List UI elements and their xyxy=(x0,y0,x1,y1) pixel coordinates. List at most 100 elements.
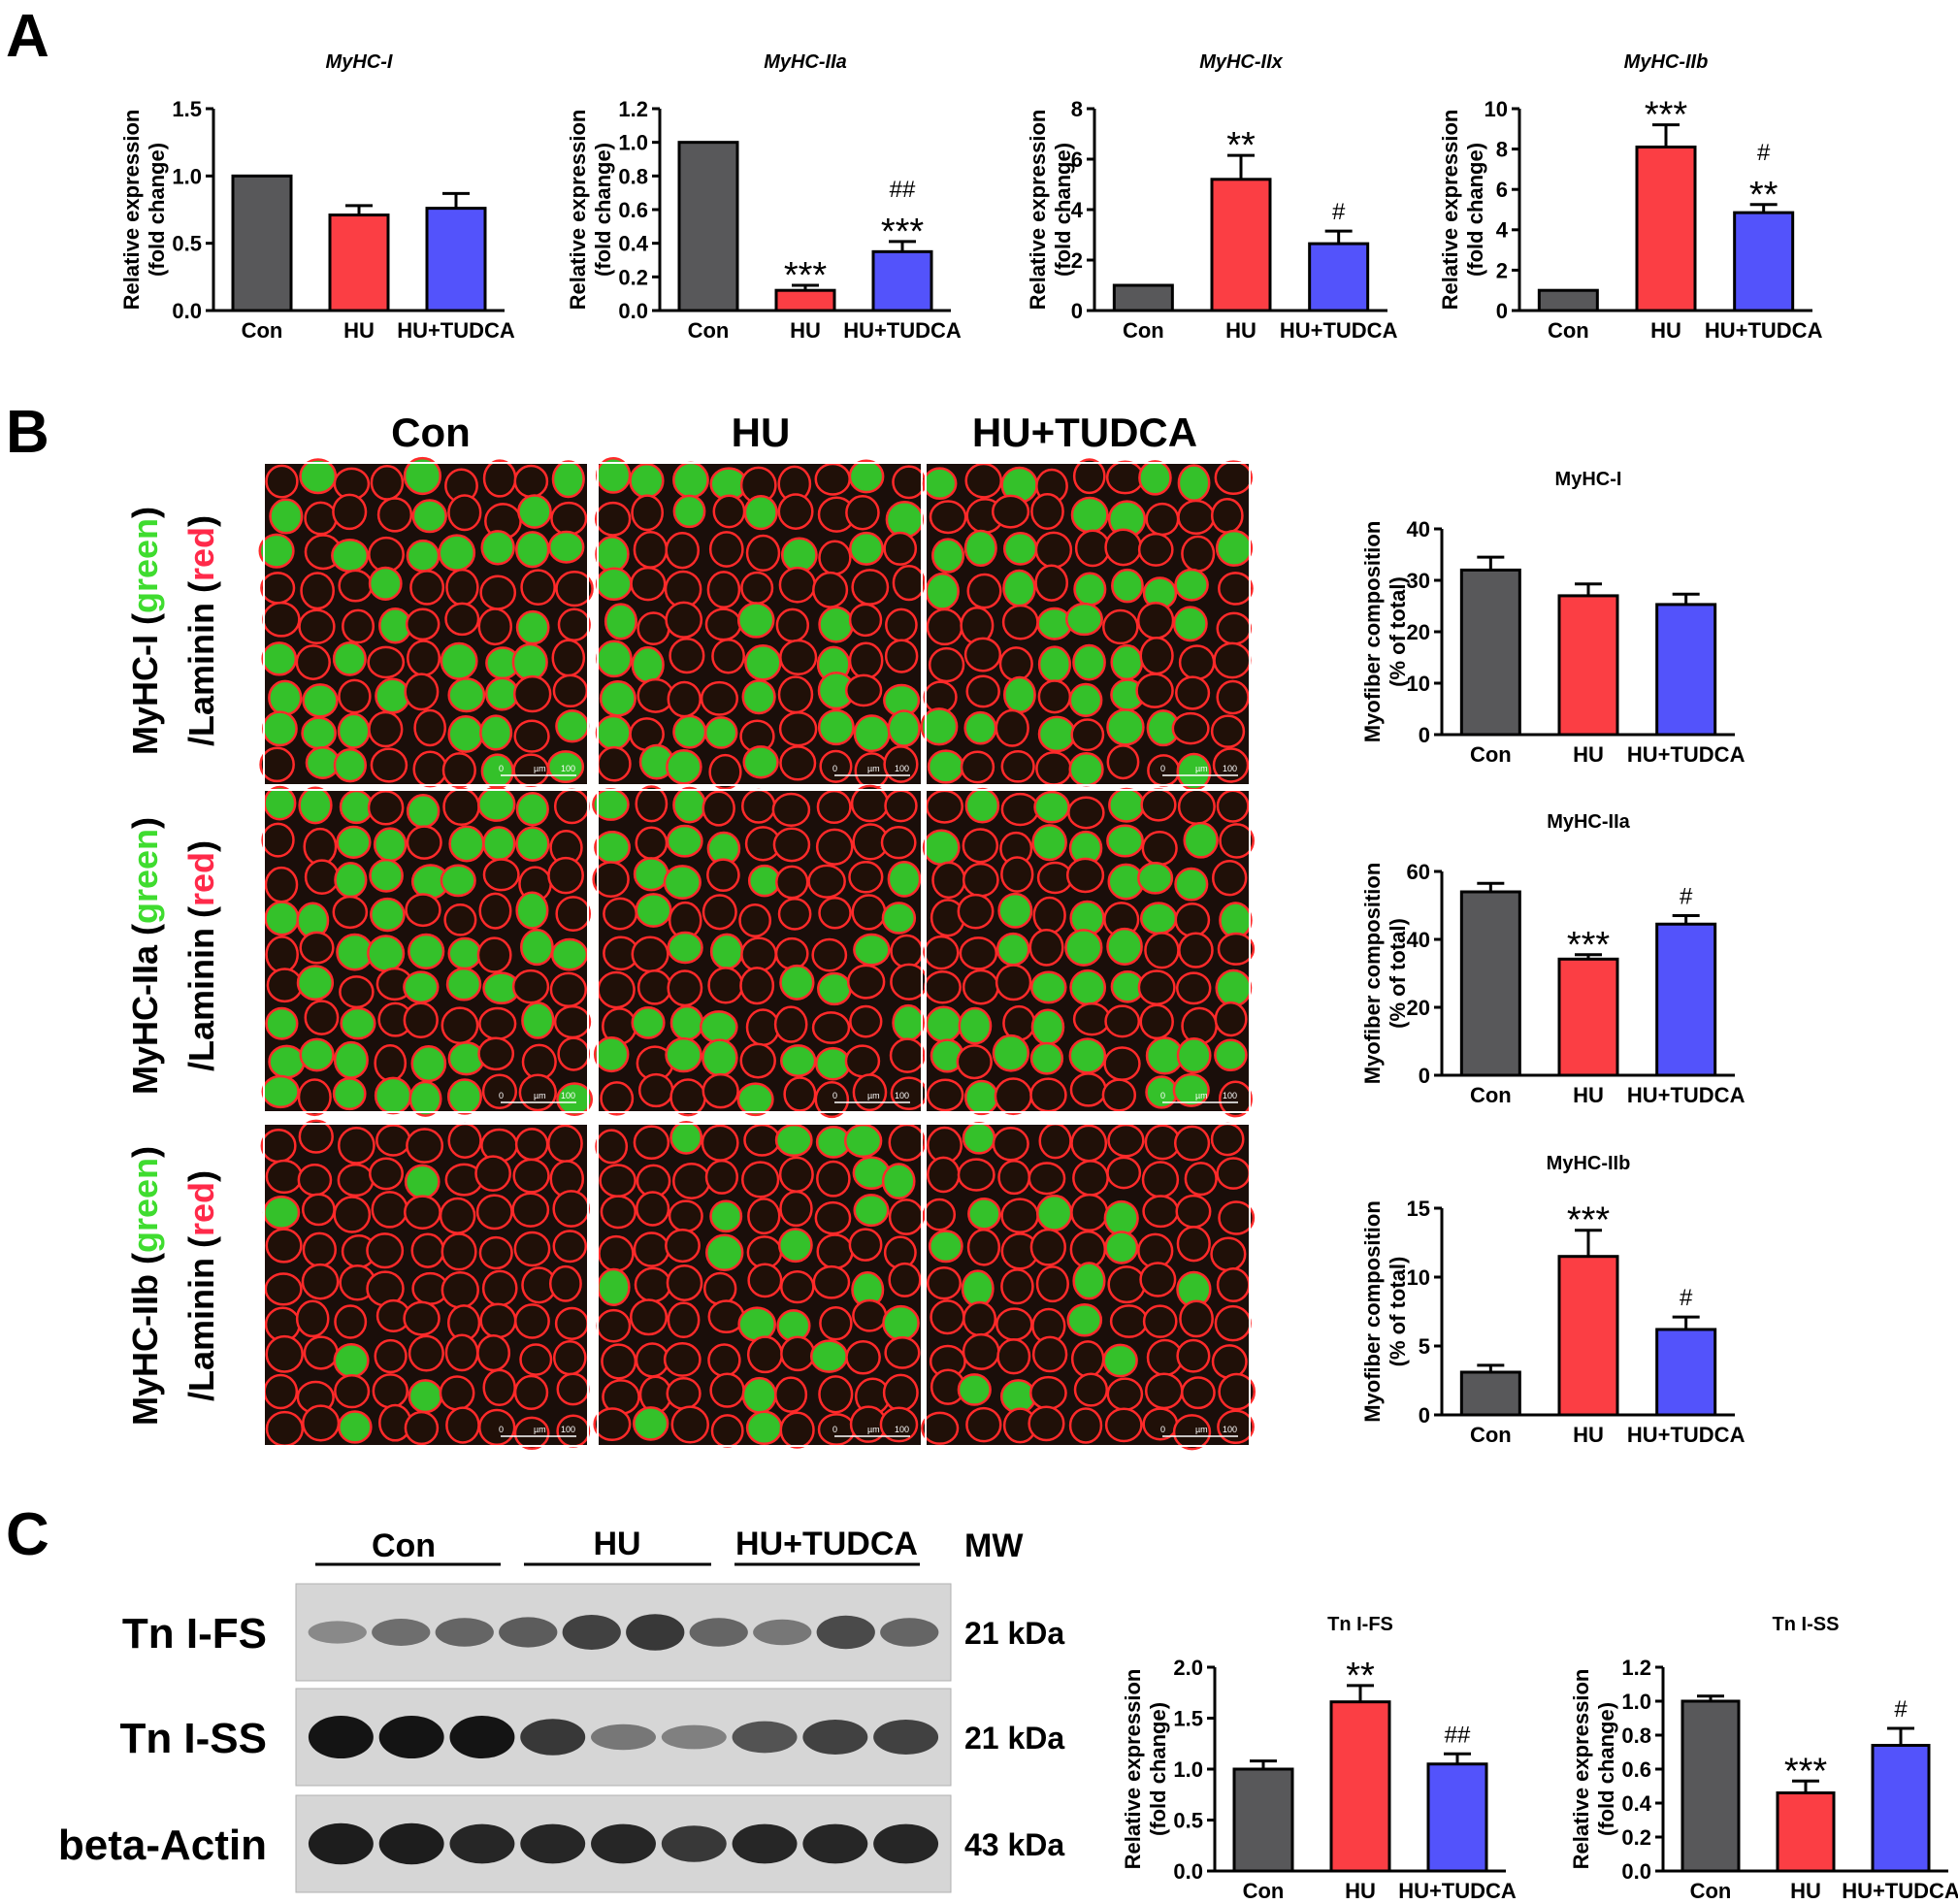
chart-title: Tn I-SS xyxy=(1773,1614,1840,1635)
blot-band xyxy=(308,1822,374,1865)
unstained-fiber xyxy=(475,1194,513,1231)
significance-mark: ** xyxy=(1346,1656,1375,1696)
stained-fiber xyxy=(1069,968,1107,1006)
unstained-fiber xyxy=(1038,1123,1072,1160)
stained-fiber xyxy=(403,970,440,1004)
unstained-fiber xyxy=(302,1404,341,1442)
unstained-fiber xyxy=(404,1410,440,1446)
stained-fiber xyxy=(408,1080,442,1117)
unstained-fiber xyxy=(995,708,1029,747)
unstained-fiber xyxy=(962,862,999,898)
y-tick-label: 0.2 xyxy=(618,265,648,289)
y-tick-label: 0.8 xyxy=(1621,1723,1651,1748)
unstained-fiber xyxy=(633,1231,670,1267)
x-tick-label: Con xyxy=(1243,1879,1285,1903)
stained-fiber xyxy=(410,1044,447,1083)
scale-bar-zero: 0 xyxy=(832,1091,837,1100)
chart-myhc-i-expression: MyHC-I 0.0 0.5 1.0 1.5 Relative expression (fo… xyxy=(119,51,515,343)
unstained-fiber xyxy=(1219,823,1255,859)
stained-fiber xyxy=(298,786,333,825)
scale-bar-unit: µm xyxy=(867,1091,880,1100)
micrograph-grid: 0 µm 100 0 µm 100 0 µm 100 0 µm 100 0 µm 100 0 µm 100 0 µm 1… xyxy=(258,456,1256,1451)
stained-fiber xyxy=(440,641,478,680)
unstained-fiber xyxy=(956,1044,993,1080)
unstained-fiber xyxy=(264,866,299,903)
stained-fiber xyxy=(703,716,738,749)
chart-title: MyHC-IIb xyxy=(1547,1153,1631,1174)
unstained-fiber xyxy=(478,1235,513,1270)
chart-myhc-iib-expression: MyHC-IIb 0 2 4 6 8 10 Relative expression (fold … xyxy=(1438,51,1823,343)
unstained-fiber xyxy=(367,790,405,826)
stained-fiber xyxy=(843,1123,883,1159)
unstained-fiber xyxy=(965,1406,1002,1443)
chart-title: MyHC-IIa xyxy=(764,51,847,73)
unstained-fiber xyxy=(445,1406,480,1444)
unstained-fiber xyxy=(1179,1299,1214,1338)
unstained-fiber xyxy=(1184,1162,1218,1197)
unstained-fiber xyxy=(636,611,670,646)
stained-fiber xyxy=(515,791,549,827)
unstained-fiber xyxy=(845,495,880,531)
stained-fiber xyxy=(995,932,1030,967)
unstained-fiber xyxy=(773,1005,808,1043)
stained-fiber xyxy=(1174,867,1209,902)
unstained-fiber xyxy=(923,1198,957,1231)
unstained-fiber xyxy=(599,1164,636,1198)
unstained-fiber xyxy=(265,464,299,499)
unstained-fiber xyxy=(404,1195,441,1230)
unstained-fiber xyxy=(884,639,919,673)
micrograph-column-headers: Con HU HU+TUDCA xyxy=(391,410,1197,455)
unstained-fiber xyxy=(403,1300,441,1336)
unstained-fiber xyxy=(814,1080,850,1119)
x-tick-label: HU xyxy=(1650,318,1681,343)
unstained-fiber xyxy=(477,607,512,646)
stained-fiber xyxy=(1068,751,1104,787)
unstained-fiber xyxy=(445,568,479,607)
blot-mw-label: 43 kDa xyxy=(964,1827,1064,1862)
stained-fiber xyxy=(631,645,665,684)
unstained-fiber xyxy=(369,1157,405,1191)
stained-fiber xyxy=(339,789,374,825)
y-tick-label: 0.4 xyxy=(1621,1791,1651,1816)
blot-mw-label: 21 kDa xyxy=(964,1721,1064,1756)
stained-fiber xyxy=(992,1034,1030,1072)
unstained-fiber xyxy=(374,1338,408,1374)
scale-bar-end: 100 xyxy=(561,1091,575,1100)
unstained-fiber xyxy=(812,571,849,608)
unstained-fiber xyxy=(444,1333,479,1372)
blot-band xyxy=(378,1822,444,1865)
stained-fiber xyxy=(665,1036,702,1073)
x-tick-label: Con xyxy=(1470,1083,1512,1107)
unstained-fiber xyxy=(1216,611,1253,645)
stained-fiber xyxy=(1174,568,1209,602)
bar-con xyxy=(677,141,739,312)
stained-fiber xyxy=(299,1037,335,1072)
unstained-fiber xyxy=(995,1307,1033,1341)
x-tick-label: Con xyxy=(1548,318,1589,343)
unstained-fiber xyxy=(301,1263,340,1300)
stained-fiber xyxy=(262,710,298,747)
stained-fiber xyxy=(1068,1037,1107,1074)
stained-fiber xyxy=(476,786,516,822)
stained-fiber xyxy=(709,933,744,970)
unstained-fiber xyxy=(598,1234,635,1272)
stained-fiber xyxy=(268,679,303,716)
unstained-fiber xyxy=(884,789,918,823)
unstained-fiber xyxy=(552,673,589,708)
unstained-fiber xyxy=(1135,673,1174,708)
unstained-fiber xyxy=(375,1124,411,1157)
stained-fiber xyxy=(1104,1231,1139,1264)
significance-mark: # xyxy=(1680,884,1693,910)
unstained-fiber xyxy=(710,1414,744,1448)
unstained-fiber xyxy=(1065,857,1105,894)
stained-fiber xyxy=(555,709,590,743)
y-axis-label: (fold change) xyxy=(1051,143,1075,277)
stained-fiber xyxy=(1106,708,1145,746)
unstained-fiber xyxy=(1104,1004,1141,1038)
unstained-fiber xyxy=(597,970,636,1009)
blot-mw-label: 21 kDa xyxy=(964,1616,1064,1651)
unstained-fiber xyxy=(1074,529,1111,568)
unstained-fiber xyxy=(635,826,669,861)
scale-bar-end: 100 xyxy=(1223,1091,1237,1100)
x-tick-label: HU xyxy=(1345,1879,1376,1903)
